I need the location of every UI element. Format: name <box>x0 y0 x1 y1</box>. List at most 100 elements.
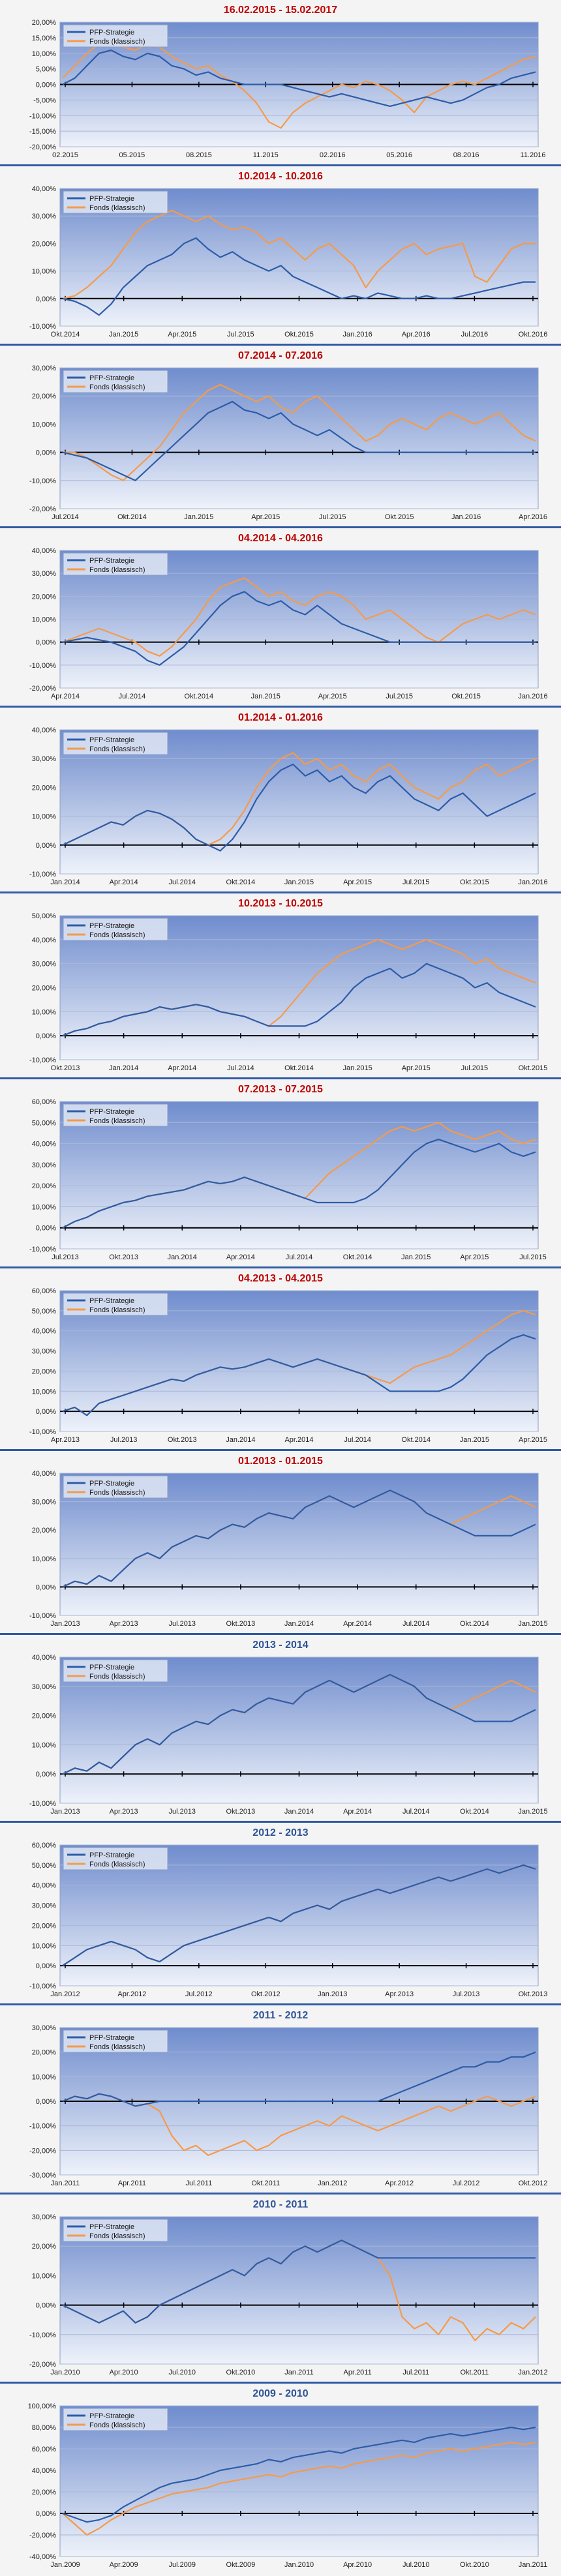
x-tick-label: Jan.2014 <box>168 1253 197 1261</box>
y-tick-label: -10,00% <box>29 1428 56 1436</box>
series-line-strategy <box>62 2239 536 2324</box>
y-tick-label: 0,00% <box>36 639 56 647</box>
x-tick-label: Jul.2014 <box>52 513 79 521</box>
x-tick-label: 02.2016 <box>320 151 346 159</box>
x-tick-label: Jul.2015 <box>227 331 254 338</box>
y-tick-label: -10,00% <box>29 1056 56 1064</box>
chart-title: 2010 - 2011 <box>253 2199 309 2210</box>
y-tick-label: 0,00% <box>36 2302 56 2310</box>
legend-label-strategy: PFP-Strategie <box>89 1297 134 1305</box>
x-tick-label: Jul.2014 <box>168 878 196 886</box>
chart-panel-12: 2011 - 2012 30,00% 20,00% 10,00% 0,00% -10,00… <box>0 2005 561 2194</box>
x-tick-label: Apr.2011 <box>118 2179 146 2187</box>
y-tick-label: 30,00% <box>32 961 57 968</box>
x-tick-label: Jul.2013 <box>168 1808 196 1816</box>
legend <box>63 1293 168 1316</box>
y-tick-label: 40,00% <box>32 547 57 555</box>
x-tick-label: Jul.2015 <box>402 878 430 886</box>
x-tick-label: Apr.2014 <box>110 878 138 886</box>
y-tick-label: -10,00% <box>29 871 56 878</box>
y-tick-label: 10,00% <box>32 1203 57 1211</box>
x-tick-label: Okt.2014 <box>460 1808 489 1816</box>
chart-title: 2009 - 2010 <box>252 2388 309 2399</box>
x-tick-label: Jul.2014 <box>286 1253 313 1261</box>
y-tick-label: 10,00% <box>32 2073 57 2081</box>
x-tick-label: Apr.2013 <box>51 1436 80 1444</box>
y-tick-label: 0,00% <box>36 295 56 303</box>
y-tick-label: 30,00% <box>32 1499 57 1506</box>
y-tick-label: -20,00% <box>29 685 56 693</box>
chart-title: 10.2014 - 10.2016 <box>238 171 323 182</box>
y-tick-label: -10,00% <box>29 477 56 485</box>
x-tick-label: Apr.2012 <box>117 1990 146 1998</box>
x-tick-label: Okt.2016 <box>519 331 548 338</box>
y-tick-label: -20,00% <box>29 2147 56 2155</box>
y-tick-label: 30,00% <box>32 755 57 763</box>
legend <box>63 24 168 48</box>
x-tick-label: Jan.2012 <box>518 2369 547 2376</box>
x-tick-label: Apr.2014 <box>226 1253 255 1261</box>
y-tick-label: 40,00% <box>32 1141 57 1148</box>
x-tick-label: Apr.2014 <box>284 1436 313 1444</box>
x-tick-label: Jan.2009 <box>50 2561 80 2569</box>
panel-separator <box>0 164 561 166</box>
x-tick-label: Jan.2014 <box>50 878 80 886</box>
chart-svg-1: 16.02.2015 - 15.02.2017 20,00% 15,00% 10,00… <box>29 5 546 159</box>
x-tick-label: Jan.2014 <box>284 1620 314 1628</box>
legend-label-strategy: PFP-Strategie <box>89 736 134 744</box>
x-tick-label: Jan.2012 <box>50 1990 80 1998</box>
y-tick-label: -15,00% <box>29 128 56 136</box>
y-tick-label: -5,00% <box>33 97 56 104</box>
y-tick-label: 60,00% <box>32 2446 57 2453</box>
x-tick-label: Apr.2016 <box>402 331 431 338</box>
y-tick-label: 10,00% <box>32 616 57 624</box>
panel-separator <box>0 1449 561 1451</box>
x-tick-label: Okt.2015 <box>385 513 414 521</box>
legend-label-fund: Fonds (klassisch) <box>89 2421 145 2429</box>
y-tick-label: 80,00% <box>32 2424 57 2432</box>
x-tick-label: Jan.2012 <box>318 2179 347 2187</box>
y-tick-label: 10,00% <box>32 1741 57 1749</box>
legend-label-strategy: PFP-Strategie <box>89 195 134 203</box>
legend <box>63 1659 168 1683</box>
y-tick-label: 20,00% <box>32 593 57 601</box>
chart-panel-9: 01.2013 - 01.2015 40,00% 30,00% 20,00% 10,00… <box>0 1451 561 1635</box>
x-tick-label: 05.2015 <box>119 151 145 159</box>
x-tick-label: Jul.2014 <box>402 1808 430 1816</box>
legend-label-strategy: PFP-Strategie <box>89 1851 134 1859</box>
y-tick-label: 50,00% <box>32 1862 57 1870</box>
series-line-strategy <box>62 2426 536 2523</box>
y-tick-label: 10,00% <box>32 1008 57 1016</box>
x-tick-label: Apr.2012 <box>385 2179 414 2187</box>
legend-label-fund: Fonds (klassisch) <box>89 2043 145 2051</box>
legend-label-strategy: PFP-Strategie <box>89 1664 134 1671</box>
chart-svg-2: 10.2014 - 10.2016 40,00% 30,00% 20,00% 10,00… <box>29 171 548 338</box>
x-tick-label: Okt.2011 <box>460 2369 489 2376</box>
x-tick-label: Jan.2011 <box>519 2561 547 2569</box>
x-tick-label: 08.2015 <box>186 151 212 159</box>
x-tick-label: Jan.2015 <box>460 1436 489 1444</box>
chart-panel-5: 01.2014 - 01.2016 40,00% 30,00% 20,00% 10,00… <box>0 708 561 893</box>
y-tick-label: 10,00% <box>32 2272 57 2280</box>
x-tick-label: Okt.2010 <box>460 2561 489 2569</box>
chart-panel-10: 2013 - 2014 40,00% 30,00% 20,00% 10,00% 0,00%… <box>0 1635 561 1823</box>
y-tick-label: 0,00% <box>36 1032 56 1040</box>
y-tick-label: 40,00% <box>32 936 57 944</box>
series-line-strategy <box>62 1673 536 1775</box>
panel-separator <box>0 1077 561 1079</box>
chart-title: 07.2013 - 07.2015 <box>238 1084 323 1095</box>
x-tick-label: Apr.2015 <box>318 693 347 700</box>
x-tick-label: Okt.2009 <box>226 2561 256 2569</box>
x-tick-label: Okt.2015 <box>519 1064 548 1072</box>
series-line-strategy <box>62 49 536 107</box>
panel-separator <box>0 1821 561 1823</box>
legend-label-strategy: PFP-Strategie <box>89 1108 134 1116</box>
y-tick-label: 20,00% <box>32 2243 57 2251</box>
x-tick-label: Apr.2016 <box>519 513 547 521</box>
y-tick-label: 0,00% <box>36 82 56 89</box>
legend <box>63 918 168 941</box>
chart-title: 2012 - 2013 <box>252 1827 309 1838</box>
series-line-strategy <box>62 1864 536 1967</box>
x-tick-label: 11.2016 <box>521 151 546 159</box>
legend <box>63 190 168 214</box>
